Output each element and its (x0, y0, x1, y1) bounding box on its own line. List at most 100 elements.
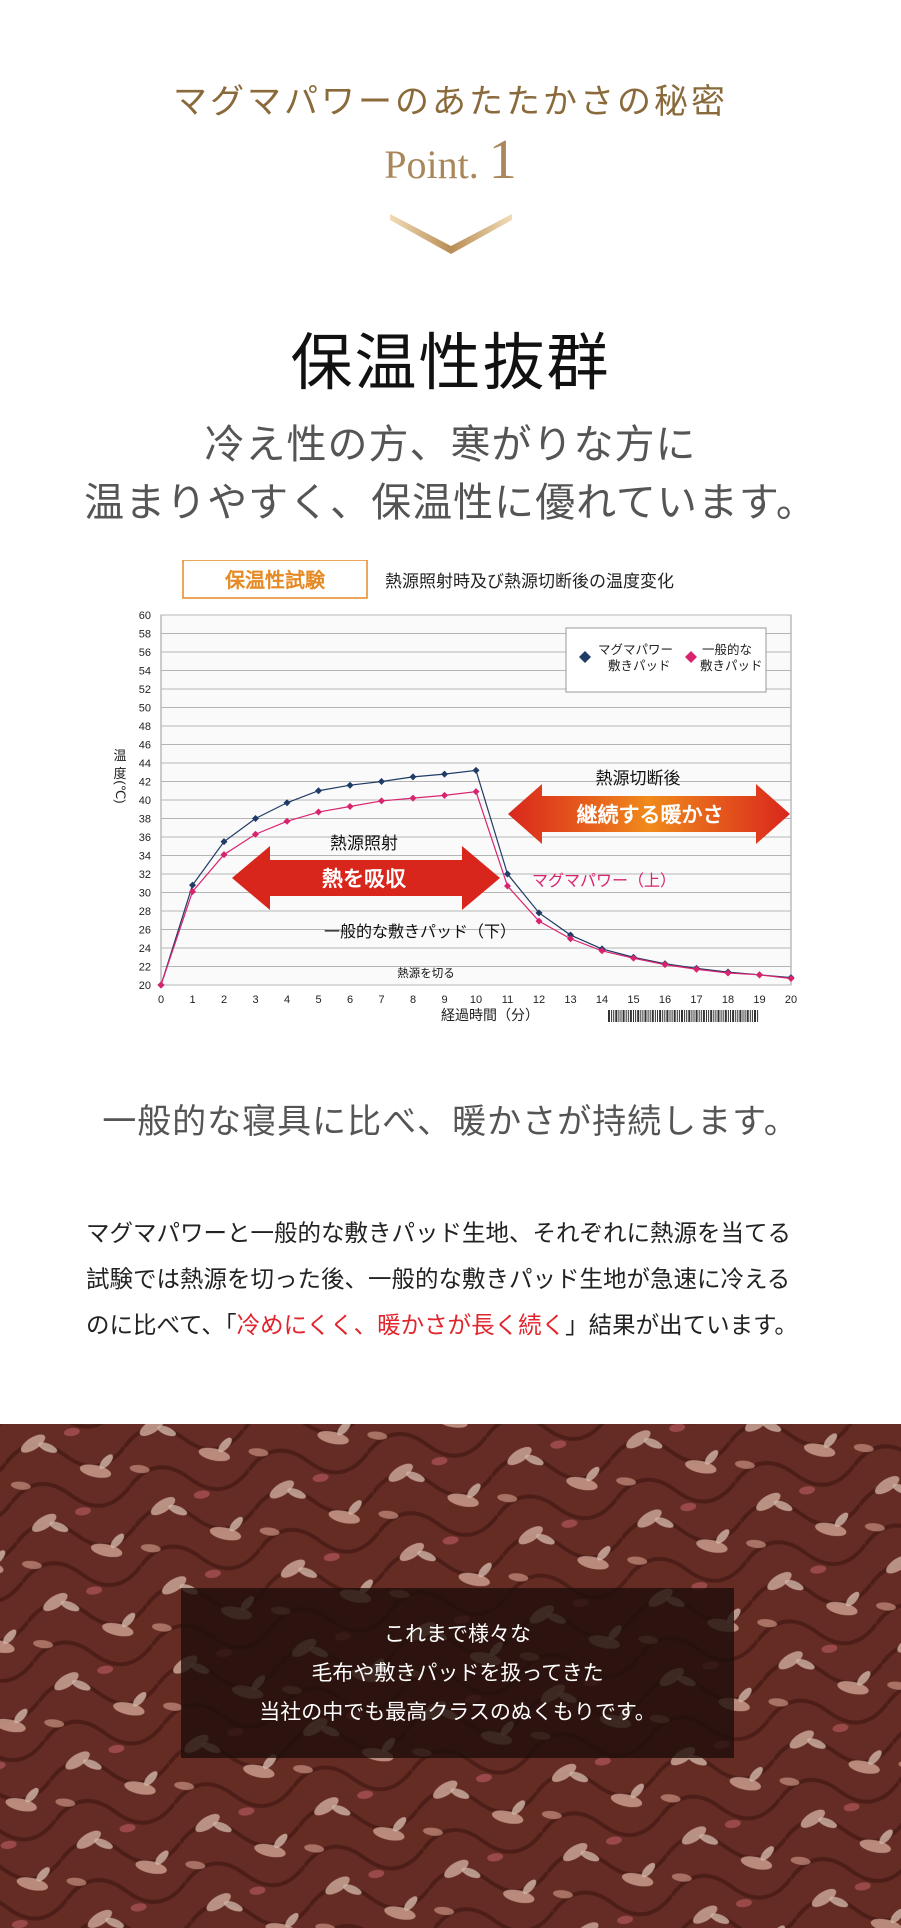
svg-text:温: 温 (113, 748, 126, 763)
heat-absorb-arrow-label: 熱を吸収 (322, 868, 407, 891)
y-tick-label: 56 (139, 647, 151, 659)
heat-absorb-arrow (232, 846, 500, 910)
data-point-general (630, 954, 637, 962)
warmth-continues-arrow-label: 継続する暖かさ (577, 803, 724, 827)
x-tick-label: 14 (596, 994, 608, 1006)
overlay-line-1: これまで様々な (384, 1623, 531, 1646)
data-point-general (661, 961, 669, 969)
y-tick-label: 42 (139, 777, 151, 789)
x-tick-label: 17 (690, 994, 702, 1006)
body-paragraph: マグマパワーと一般的な敷きパッド生地、それぞれに熱源を当てる 試験では熱源を切っ… (86, 1210, 826, 1348)
data-point-magma (315, 787, 322, 795)
y-tick-label: 34 (139, 851, 151, 863)
body-line-2: 試験では熱源を切った後、一般的な敷きパッド生地が急速に冷える (86, 1266, 791, 1292)
lower-line-label: 一般的な敷きパッド（下） (324, 922, 516, 941)
heat-off-label: 熱源切断後 (596, 769, 681, 788)
legend-marker-magma (579, 651, 591, 663)
data-point-magma (252, 815, 259, 822)
x-tick-label: 12 (533, 994, 545, 1006)
data-point-general (441, 791, 448, 799)
x-tick-label: 5 (315, 994, 321, 1006)
photo-caption-box: これまで様々な 毛布や敷きパッドを扱ってきた 当社の中でも最高クラスのぬくもりで… (181, 1588, 734, 1758)
y-tick-label: 38 (139, 814, 151, 826)
data-point-general (378, 797, 385, 805)
point-number: 1 (488, 129, 517, 191)
body-line-3-post: 」結果が出ています。 (565, 1312, 798, 1338)
y-tick-label: 32 (139, 869, 151, 881)
x-tick-label: 0 (158, 994, 164, 1006)
data-point-general (283, 817, 291, 825)
data-point-magma (441, 770, 448, 778)
data-point-general (567, 935, 574, 943)
legend-marker-general (685, 651, 697, 663)
data-point-magma (472, 766, 480, 774)
y-tick-label: 30 (139, 888, 151, 900)
data-point-magma (409, 773, 417, 781)
y-tick-label: 48 (139, 721, 151, 733)
x-tick-label: 19 (753, 994, 765, 1006)
svg-text:(℃): (℃) (113, 780, 128, 803)
y-axis-label: 温 度 (℃) (113, 748, 128, 804)
barcode-mark (608, 1010, 759, 1022)
y-tick-label: 60 (139, 610, 151, 622)
x-tick-label: 6 (347, 994, 353, 1006)
x-tick-label: 16 (659, 994, 671, 1006)
y-tick-label: 54 (139, 666, 151, 678)
data-point-general (157, 981, 165, 989)
x-tick-label: 9 (441, 994, 447, 1006)
chart-title-box (182, 560, 368, 599)
heat-on-label: 熱源照射 (330, 834, 398, 853)
data-point-magma (189, 881, 196, 889)
y-tick-label: 20 (139, 980, 151, 992)
x-tick-label: 7 (378, 994, 384, 1006)
x-tick-label: 15 (627, 994, 639, 1006)
data-point-general (598, 947, 606, 955)
warmth-continues-arrow (508, 784, 790, 844)
overlay-line-2: 毛布や敷きパッドを扱ってきた (311, 1662, 604, 1685)
y-tick-label: 36 (139, 832, 151, 844)
page-title: 保温性抜群 (290, 330, 611, 398)
data-point-magma (220, 838, 228, 846)
y-tick-label: 26 (139, 925, 151, 937)
section-kicker: マグマパワーのあたたかさの秘密 (173, 84, 728, 121)
body-line-3: のに比べて、「冷めにくく、暖かさが長く続く」結果が出ています。 (86, 1302, 826, 1348)
data-point-magma (346, 781, 354, 789)
point-word: Point. (384, 142, 479, 187)
data-point-general (724, 969, 732, 977)
legend-general-line2: 敷きパッド (700, 658, 763, 673)
switch-off-label: 熱源を切る (397, 966, 455, 980)
data-point-general (472, 788, 480, 796)
data-point-general (504, 882, 511, 890)
subheading-line-2: 温まりやすく、保温性に優れています。 (84, 480, 817, 525)
legend-general-line1: 一般的な (702, 642, 752, 657)
data-point-general (409, 794, 417, 802)
data-point-general (693, 965, 700, 973)
x-tick-label: 18 (722, 994, 734, 1006)
subheading-line-1: 冷え性の方、寒がりな方に (204, 422, 697, 467)
legend-magma-line2: 敷きパッド (608, 658, 671, 673)
x-tick-label: 13 (564, 994, 576, 1006)
svg-text:度: 度 (113, 766, 126, 781)
data-point-magma (378, 778, 385, 785)
legend-magma-line1: マグマパワー (598, 643, 673, 657)
x-tick-label: 4 (284, 994, 290, 1006)
data-point-general (756, 971, 763, 979)
legend (565, 627, 767, 693)
upper-line-label: マグマパワー（上） (532, 872, 676, 890)
body-line-3-pre: のに比べて、「 (86, 1312, 237, 1338)
point-label: Point. 1 (0, 128, 901, 192)
y-tick-label: 28 (139, 906, 151, 918)
data-point-general (535, 917, 543, 925)
temperature-chart: 保温性試験 熱源照射時及び熱源切断後の温度変化 2022242628303234… (113, 560, 797, 1023)
body-line-1: マグマパワーと一般的な敷きパッド生地、それぞれに熱源を当てる (86, 1220, 791, 1246)
data-point-general (220, 851, 228, 859)
data-point-magma (283, 799, 291, 807)
x-tick-label: 11 (502, 994, 513, 1006)
x-tick-label: 10 (470, 994, 482, 1006)
y-tick-label: 22 (139, 962, 151, 974)
chart-caption: 一般的な寝具に比べ、暖かさが持続します。 (102, 1104, 799, 1141)
y-tick-label: 40 (139, 795, 151, 807)
x-tick-label: 1 (189, 994, 195, 1006)
chevron-down-icon (390, 214, 512, 254)
x-axis-label: 経過時間（分） (441, 1007, 539, 1023)
